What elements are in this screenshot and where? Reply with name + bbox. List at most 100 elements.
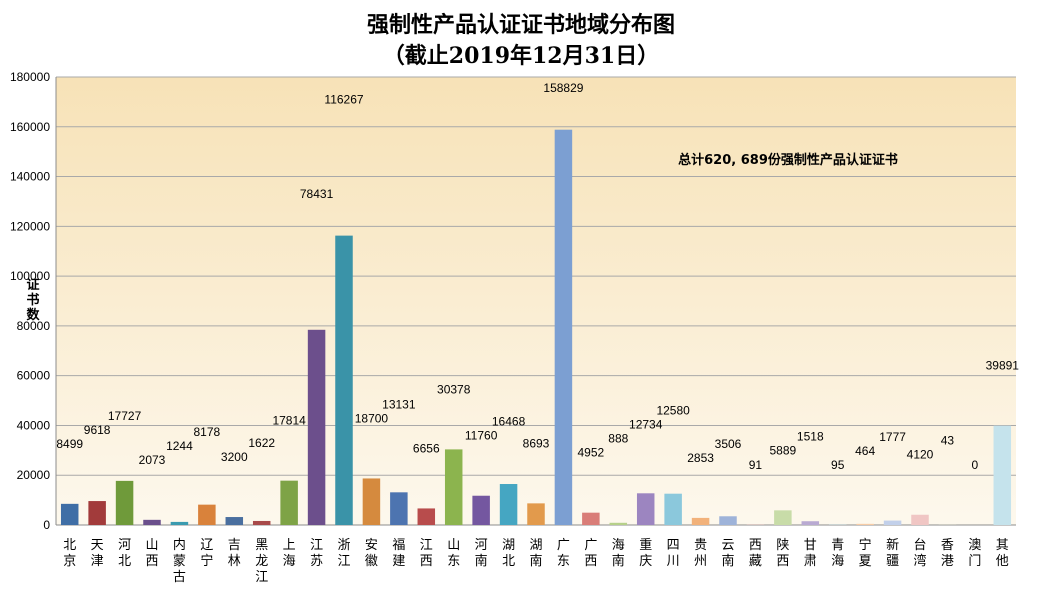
- data-label-33: 0: [972, 458, 979, 472]
- x-tick-label-1-0: 天: [91, 538, 104, 553]
- x-tick-label-33-0: 澳: [968, 537, 981, 553]
- bar-23: [692, 518, 710, 525]
- x-tick-label-4-1: 蒙: [173, 554, 186, 569]
- y-tick-label-6: 120000: [10, 219, 50, 233]
- data-label-20: 888: [608, 432, 628, 446]
- x-tick-label-15-1: 南: [475, 553, 488, 569]
- x-tick-label-9-0: 江: [310, 538, 323, 553]
- x-tick-label-8-1: 海: [283, 554, 296, 569]
- bar-5: [198, 505, 216, 525]
- x-tick-label-0-0: 北: [63, 538, 76, 553]
- data-label-21: 12734: [629, 418, 663, 432]
- x-tick-label-17-0: 湖: [529, 538, 542, 553]
- bar-2: [116, 481, 134, 525]
- bar-10: [335, 236, 353, 525]
- bar-16: [500, 484, 517, 525]
- x-tick-label-27-1: 肃: [804, 554, 817, 569]
- bar-31: [911, 515, 929, 525]
- x-tick-label-13-1: 西: [420, 554, 433, 569]
- x-tick-label-28-1: 海: [831, 554, 844, 569]
- x-tick-label-20-0: 海: [612, 538, 625, 553]
- x-tick-label-7-2: 江: [255, 570, 268, 585]
- y-tick-label-1: 20000: [17, 468, 51, 482]
- data-label-34: 39891: [986, 359, 1020, 373]
- bar-24: [719, 516, 737, 525]
- bar-4: [171, 522, 189, 525]
- data-label-7: 1622: [248, 436, 275, 450]
- bar-0: [61, 504, 79, 525]
- x-tick-label-27-0: 甘: [804, 538, 817, 553]
- data-label-24: 3506: [715, 437, 742, 451]
- x-tick-label-31-1: 湾: [913, 553, 926, 569]
- x-tick-label-6-1: 林: [228, 554, 241, 569]
- x-tick-label-7-0: 黑: [255, 538, 268, 553]
- x-tick-label-16-1: 北: [502, 554, 515, 569]
- data-label-31: 4120: [907, 448, 934, 462]
- data-label-8: 17814: [272, 414, 306, 428]
- x-tick-label-23-0: 贵: [694, 538, 707, 553]
- data-label-9: 78431: [300, 187, 334, 201]
- x-tick-label-10-0: 浙: [337, 538, 350, 553]
- x-tick-label-28-0: 青: [831, 538, 844, 553]
- data-label-5: 8178: [194, 425, 221, 439]
- data-label-19: 4952: [578, 446, 605, 460]
- x-tick-label-2-0: 河: [118, 538, 131, 553]
- data-label-17: 8693: [523, 436, 550, 450]
- bar-15: [472, 496, 490, 525]
- x-tick-label-24-1: 南: [721, 553, 734, 569]
- chart-title-line1: 强制性产品认证证书地域分布图: [367, 12, 675, 38]
- x-tick-label-16-0: 湖: [502, 538, 515, 553]
- x-tick-label-32-0: 香: [941, 538, 954, 553]
- bar-1: [88, 501, 106, 525]
- bar-19: [582, 513, 600, 525]
- bar-29: [856, 524, 874, 525]
- bar-6: [226, 517, 244, 525]
- y-tick-label-0: 0: [43, 518, 50, 532]
- bar-22: [664, 494, 682, 525]
- x-tick-label-3-0: 山: [145, 538, 158, 553]
- bar-18: [555, 130, 573, 525]
- x-tick-label-21-1: 庆: [639, 554, 652, 569]
- x-tick-label-9-1: 苏: [310, 553, 323, 569]
- bar-7: [253, 521, 271, 525]
- x-tick-label-18-0: 广: [557, 538, 570, 553]
- bar-3: [143, 520, 161, 525]
- x-tick-label-20-1: 南: [612, 553, 625, 569]
- data-label-15: 11760: [465, 429, 498, 443]
- x-tick-label-34-1: 他: [996, 554, 1009, 569]
- x-tick-label-14-0: 山: [447, 538, 460, 553]
- bar-14: [445, 449, 463, 525]
- plot-area: [56, 77, 1016, 525]
- bar-26: [774, 510, 792, 525]
- data-label-30: 1777: [879, 430, 906, 444]
- data-label-1: 9618: [84, 423, 111, 437]
- x-tick-label-26-0: 陕: [776, 538, 789, 553]
- x-tick-label-24-0: 云: [721, 538, 734, 553]
- bar-13: [418, 508, 436, 525]
- x-tick-label-29-0: 宁: [859, 537, 872, 553]
- x-tick-label-15-0: 河: [475, 538, 488, 553]
- bar-27: [802, 521, 820, 525]
- x-tick-label-19-0: 广: [584, 538, 597, 553]
- x-tick-label-1-1: 津: [91, 554, 104, 569]
- data-label-25: 91: [749, 458, 763, 472]
- bar-34: [994, 426, 1012, 525]
- data-label-6: 3200: [221, 450, 248, 464]
- y-tick-label-8: 160000: [10, 120, 50, 134]
- x-tick-label-19-1: 西: [584, 554, 597, 569]
- y-tick-label-2: 40000: [17, 418, 51, 432]
- x-tick-label-4-2: 古: [173, 570, 186, 585]
- data-label-16: 16468: [492, 415, 526, 429]
- x-tick-label-3-1: 西: [145, 554, 158, 569]
- x-tick-label-22-0: 四: [667, 538, 680, 553]
- data-label-22: 12580: [656, 404, 690, 418]
- data-label-14: 30378: [437, 382, 471, 396]
- x-tick-label-14-1: 东: [447, 554, 460, 569]
- y-tick-label-9: 180000: [10, 70, 50, 84]
- x-tick-label-26-1: 西: [776, 554, 789, 569]
- data-label-2: 17727: [108, 409, 142, 423]
- x-tick-label-11-1: 徽: [365, 554, 378, 569]
- x-tick-label-34-0: 其: [996, 538, 1009, 553]
- x-tick-label-31-0: 台: [913, 538, 926, 553]
- data-label-32: 43: [941, 434, 955, 448]
